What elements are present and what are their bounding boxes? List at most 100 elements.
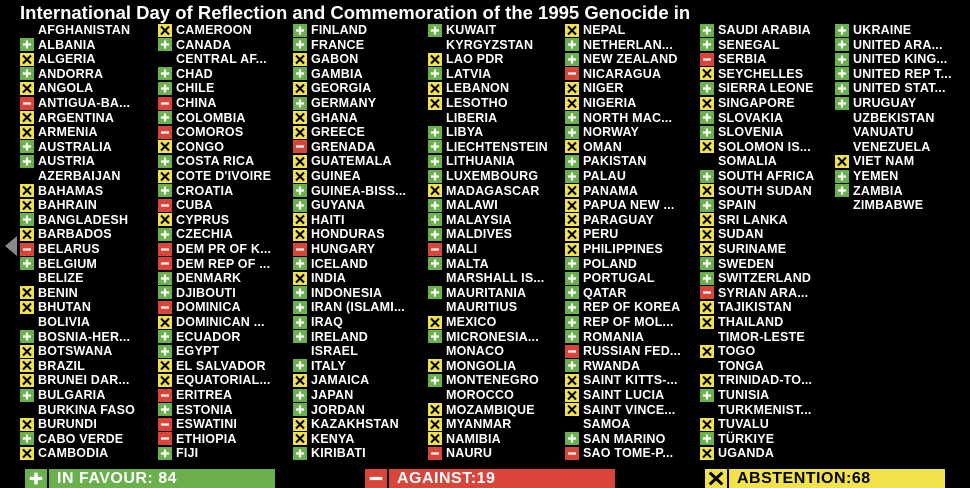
vote-icon bbox=[158, 111, 172, 125]
total-box: ABSTENTION: 68 bbox=[729, 469, 945, 488]
vote-icon bbox=[835, 38, 849, 52]
vote-icon bbox=[565, 257, 579, 271]
country-name: IRAN (ISLAMI... bbox=[311, 300, 405, 315]
board-title: International Day of Reflection and Comm… bbox=[20, 2, 691, 23]
country-name: UNITED ARA... bbox=[853, 37, 943, 52]
country-name: AZERBAIJAN bbox=[38, 169, 121, 183]
country-name: INDONESIA bbox=[311, 285, 383, 300]
vote-icon bbox=[428, 330, 442, 344]
vote-icon bbox=[293, 169, 307, 183]
country-name: NEPAL bbox=[583, 23, 626, 37]
country-row: KIRIBATI bbox=[293, 446, 366, 460]
country-row: GUINEA-BISS... bbox=[293, 184, 406, 198]
country-name: SAINT KITTS-... bbox=[583, 373, 678, 388]
country-row: MONACO bbox=[428, 344, 504, 358]
country-row: SYRIAN ARA... bbox=[700, 286, 808, 300]
total-count: 68 bbox=[851, 469, 871, 487]
country-name: JORDAN bbox=[311, 402, 365, 417]
country-name: SERBIA bbox=[718, 52, 767, 67]
vote-icon bbox=[293, 432, 307, 446]
country-name: ZIMBABWE bbox=[853, 198, 924, 213]
country-name: ANTIGUA-BA... bbox=[38, 96, 131, 110]
country-row: GAMBIA bbox=[293, 67, 363, 81]
country-name: GERMANY bbox=[311, 96, 377, 110]
country-name: COMOROS bbox=[176, 125, 244, 140]
vote-icon bbox=[158, 344, 172, 358]
vote-icon bbox=[565, 81, 579, 95]
country-row: ANGOLA bbox=[20, 81, 93, 95]
country-name: PAKISTAN bbox=[583, 154, 647, 169]
vote-icon bbox=[20, 52, 34, 66]
country-name: MYANMAR bbox=[446, 417, 512, 432]
vote-icon bbox=[20, 111, 34, 125]
country-row: NETHERLAN... bbox=[565, 38, 673, 52]
country-name: ZAMBIA bbox=[853, 183, 903, 198]
country-row: TURKMENIST... bbox=[700, 403, 812, 417]
vote-icon bbox=[428, 198, 442, 212]
country-row: BOTSWANA bbox=[20, 344, 113, 358]
country-row: CHINA bbox=[158, 96, 217, 110]
country-name: MOZAMBIQUE bbox=[446, 402, 535, 417]
country-row: MICRONESIA... bbox=[428, 330, 539, 344]
country-row: UNITED STAT... bbox=[835, 81, 946, 95]
vote-icon bbox=[293, 67, 307, 81]
country-name: MADAGASCAR bbox=[446, 183, 540, 198]
country-row: DJIBOUTI bbox=[158, 286, 236, 300]
country-name: BELGIUM bbox=[38, 256, 98, 271]
country-row: TONGA bbox=[700, 359, 764, 373]
total-bar: IN FAVOUR: 84 bbox=[25, 469, 275, 488]
country-name: BELARUS bbox=[38, 242, 100, 256]
country-row: GRENADA bbox=[293, 140, 376, 154]
country-row: KENYA bbox=[293, 432, 355, 446]
country-name: HAITI bbox=[311, 212, 345, 227]
vote-icon bbox=[158, 330, 172, 344]
country-name: NORTH MAC... bbox=[583, 110, 673, 125]
country-name: SEYCHELLES bbox=[718, 66, 804, 81]
country-row: SURINAME bbox=[700, 242, 786, 256]
country-name: TONGA bbox=[718, 358, 764, 373]
country-row: COLOMBIA bbox=[158, 111, 246, 125]
country-row: MALAYSIA bbox=[428, 213, 512, 227]
country-row: UNITED KING... bbox=[835, 52, 947, 66]
vote-icon bbox=[565, 169, 579, 183]
vote-icon bbox=[700, 257, 714, 271]
country-row: SOLOMON IS... bbox=[700, 140, 811, 154]
country-name: TOGO bbox=[718, 344, 756, 359]
vote-icon bbox=[293, 300, 307, 314]
vote-icon bbox=[565, 344, 579, 358]
country-row: SUDAN bbox=[700, 227, 763, 241]
country-name: DOMINICA bbox=[176, 300, 241, 315]
country-row: PORTUGAL bbox=[565, 271, 655, 285]
vote-icon bbox=[158, 169, 172, 183]
country-name: BOTSWANA bbox=[38, 344, 113, 359]
country-name: ESWATINI bbox=[176, 417, 238, 432]
vote-icon bbox=[700, 271, 714, 285]
country-row: IRELAND bbox=[293, 330, 368, 344]
country-name: OMAN bbox=[583, 139, 622, 154]
vote-icon bbox=[293, 125, 307, 139]
country-name: YEMEN bbox=[853, 169, 899, 183]
country-name: MAURITIUS bbox=[446, 300, 518, 315]
vote-icon bbox=[700, 81, 714, 95]
country-name: BURKINA FASO bbox=[38, 402, 136, 417]
country-row: BARBADOS bbox=[20, 227, 112, 241]
country-row: CENTRAL AF... bbox=[158, 52, 267, 66]
country-row: AUSTRALIA bbox=[20, 140, 112, 154]
country-name: ARGENTINA bbox=[38, 110, 115, 125]
country-name: HONDURAS bbox=[311, 227, 385, 242]
country-name: PAPUA NEW ... bbox=[583, 198, 675, 213]
country-name: AUSTRALIA bbox=[38, 139, 113, 154]
country-name: VIET NAM bbox=[853, 154, 915, 169]
country-row: JAMAICA bbox=[293, 373, 369, 387]
country-name: CONGO bbox=[176, 139, 225, 154]
country-row: LEBANON bbox=[428, 81, 509, 95]
vote-icon bbox=[20, 242, 34, 256]
country-row: JORDAN bbox=[293, 403, 365, 417]
country-name: EL SALVADOR bbox=[176, 358, 266, 373]
country-row: DOMINICA bbox=[158, 300, 241, 314]
vote-icon bbox=[428, 432, 442, 446]
vote-icon bbox=[700, 286, 714, 300]
vote-icon bbox=[428, 403, 442, 417]
country-row: BOSNIA-HER... bbox=[20, 330, 130, 344]
